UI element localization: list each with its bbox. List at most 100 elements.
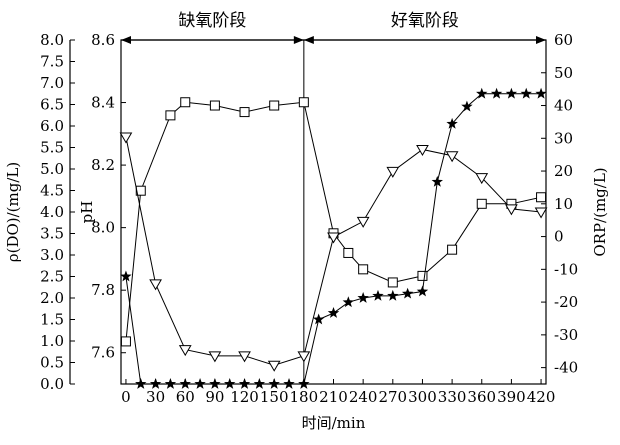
series-square-line bbox=[125, 101, 542, 342]
star-point bbox=[312, 313, 325, 325]
x-axis-label: 时间/min bbox=[302, 414, 366, 432]
square-point bbox=[180, 97, 191, 108]
triangle-point bbox=[119, 132, 133, 144]
x-tick-label: 420 bbox=[527, 388, 556, 406]
star-point bbox=[357, 292, 369, 303]
do-tick-label: 5.5 bbox=[40, 139, 64, 157]
orp-tick-label: -30 bbox=[554, 326, 578, 344]
orp-tick-label: 10 bbox=[554, 195, 573, 213]
axes bbox=[69, 36, 547, 385]
do-tick-label: 6.0 bbox=[40, 117, 64, 135]
x-tick-label: 30 bbox=[146, 388, 165, 406]
square-point bbox=[387, 277, 398, 288]
star-point bbox=[416, 285, 429, 297]
do-tick-label: 7.5 bbox=[40, 53, 64, 71]
triangle-point bbox=[267, 360, 281, 372]
star-point bbox=[149, 378, 162, 389]
triangle-point bbox=[475, 173, 489, 185]
ph-axis-label: pH bbox=[78, 201, 96, 224]
triangle-point bbox=[327, 232, 340, 244]
phase-arrowhead-left bbox=[303, 36, 314, 44]
triangle-point bbox=[238, 351, 251, 363]
phase-arrowhead-left bbox=[121, 36, 131, 44]
triangle-point bbox=[208, 351, 222, 363]
x-tick-label: 150 bbox=[260, 388, 289, 406]
labels: 0 30 60 90 120 150 180 210 240 270 300 330 360 390 420… bbox=[4, 11, 609, 432]
orp-tick-label: 60 bbox=[554, 31, 573, 49]
series-triangle-down-line bbox=[125, 136, 542, 366]
phase-arrowhead-right bbox=[536, 36, 546, 44]
ph-tick-label: 8.2 bbox=[91, 156, 115, 174]
star-point bbox=[446, 117, 458, 129]
star-point bbox=[238, 378, 251, 389]
star-point bbox=[387, 289, 399, 301]
square-point bbox=[358, 264, 369, 275]
do-axis-label: ρ(DO)/(mg/L) bbox=[4, 162, 22, 262]
x-tick-label: 0 bbox=[121, 388, 131, 406]
triangle-point bbox=[416, 144, 429, 156]
do-tick-label: 2.0 bbox=[40, 289, 64, 307]
star-point bbox=[476, 87, 488, 99]
x-tick-label: 210 bbox=[319, 388, 348, 406]
phase-title-1: 好氧阶段 bbox=[391, 11, 459, 31]
star-point bbox=[135, 378, 147, 389]
square-point bbox=[476, 198, 487, 209]
star-point bbox=[209, 378, 221, 389]
orp-tick-label: 0 bbox=[554, 228, 564, 246]
do-tick-label: 0.5 bbox=[40, 354, 64, 372]
square-point bbox=[447, 244, 458, 255]
star-point bbox=[194, 378, 206, 389]
star-point bbox=[505, 87, 518, 99]
x-tick-label: 390 bbox=[497, 388, 526, 406]
square-point bbox=[343, 247, 354, 258]
square-point bbox=[135, 185, 146, 196]
x-tick-label: 90 bbox=[205, 388, 224, 406]
star-point bbox=[372, 289, 384, 301]
star-point bbox=[298, 378, 310, 389]
do-tick-label: 2.5 bbox=[40, 268, 64, 286]
orp-tick-label: 50 bbox=[554, 64, 573, 82]
ph-tick-label: 8.6 bbox=[91, 31, 115, 49]
triangle-point bbox=[178, 345, 192, 357]
square-point bbox=[536, 192, 547, 203]
square-point bbox=[165, 110, 176, 121]
triangle-point bbox=[534, 207, 548, 219]
star-point bbox=[179, 378, 191, 389]
square-point bbox=[239, 107, 250, 118]
ph-tick-label: 8.0 bbox=[91, 219, 115, 237]
square-point bbox=[209, 100, 220, 111]
star-point bbox=[520, 87, 532, 99]
orp-axis-label: ORP/(mg/L) bbox=[591, 167, 609, 256]
phase-arrowhead-right bbox=[293, 36, 304, 44]
star-point bbox=[535, 87, 547, 99]
star-point bbox=[490, 87, 503, 99]
star-point bbox=[253, 378, 266, 389]
triangle-point bbox=[505, 204, 518, 216]
star-point bbox=[164, 378, 177, 389]
star-point bbox=[461, 100, 473, 112]
star-point bbox=[224, 378, 236, 389]
do-tick-label: 8.0 bbox=[40, 31, 64, 49]
triangle-point bbox=[149, 279, 162, 291]
square-point bbox=[417, 270, 428, 281]
star-point bbox=[283, 378, 295, 389]
orp-tick-label: 20 bbox=[554, 162, 573, 180]
star-point bbox=[268, 378, 280, 389]
do-tick-label: 4.0 bbox=[40, 203, 64, 221]
x-tick-label: 300 bbox=[408, 388, 437, 406]
do-tick-label: 6.5 bbox=[40, 96, 64, 114]
x-tick-label: 180 bbox=[290, 388, 319, 406]
do-tick-label: 5.0 bbox=[40, 160, 64, 178]
phase-title-0: 缺氧阶段 bbox=[178, 11, 246, 31]
x-tick-label: 270 bbox=[378, 388, 407, 406]
orp-tick-label: 30 bbox=[554, 129, 573, 147]
star-point bbox=[327, 307, 340, 318]
triangle-point bbox=[356, 216, 370, 228]
orp-tick-label: -10 bbox=[554, 260, 578, 278]
triangle-point bbox=[386, 166, 400, 178]
triangle-point bbox=[445, 151, 459, 163]
square-point bbox=[298, 97, 309, 108]
do-tick-label: 3.5 bbox=[40, 225, 64, 243]
orp-tick-label: -20 bbox=[554, 293, 578, 311]
